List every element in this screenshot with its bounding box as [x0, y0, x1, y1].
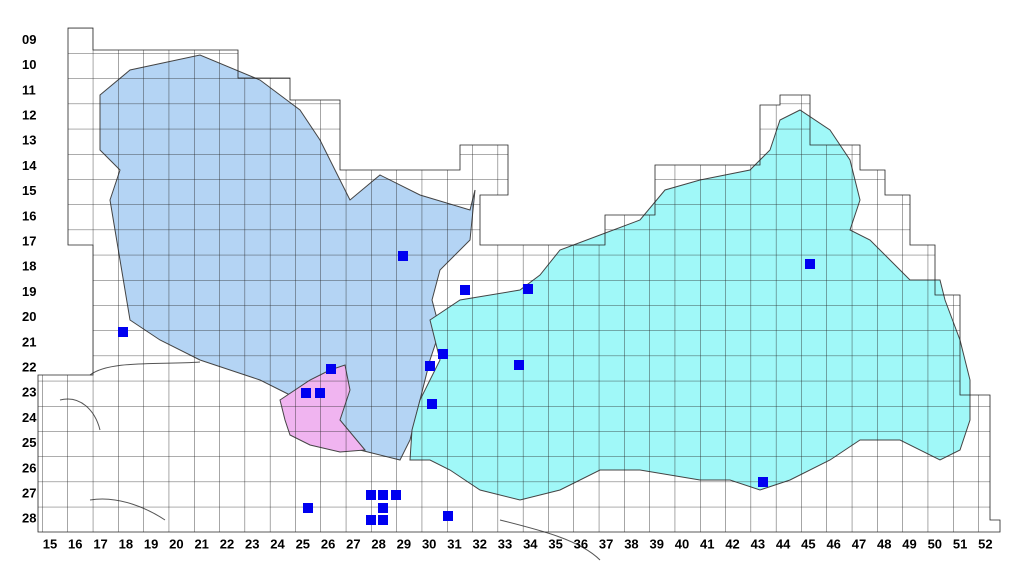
column-label: 38	[624, 536, 638, 551]
occurrence-square	[443, 511, 453, 521]
occurrence-square	[391, 490, 401, 500]
occurrence-square	[366, 490, 376, 500]
column-label: 21	[194, 536, 208, 551]
row-label: 26	[22, 460, 36, 475]
column-label: 19	[144, 536, 158, 551]
column-label: 32	[473, 536, 487, 551]
row-label: 09	[22, 32, 36, 47]
column-label: 36	[574, 536, 588, 551]
occurrence-square	[758, 477, 768, 487]
row-label: 25	[22, 435, 36, 450]
column-label: 46	[826, 536, 840, 551]
column-label: 23	[245, 536, 259, 551]
column-label: 44	[776, 536, 791, 551]
row-label: 18	[22, 259, 36, 274]
column-label: 26	[321, 536, 335, 551]
column-label: 16	[68, 536, 82, 551]
occurrence-square	[398, 251, 408, 261]
row-label: 22	[22, 360, 36, 375]
occurrence-square	[118, 327, 128, 337]
column-label: 52	[978, 536, 992, 551]
row-label: 20	[22, 309, 36, 324]
occurrence-square	[366, 515, 376, 525]
column-label: 20	[169, 536, 183, 551]
column-label: 47	[852, 536, 866, 551]
column-label: 35	[548, 536, 562, 551]
column-label: 45	[801, 536, 815, 551]
column-label: 18	[119, 536, 133, 551]
column-label: 17	[93, 536, 107, 551]
occurrence-square	[378, 503, 388, 513]
occurrence-square	[378, 515, 388, 525]
occurrence-square	[523, 284, 533, 294]
grid	[37, 27, 1001, 533]
column-label: 39	[649, 536, 663, 551]
row-label: 24	[22, 410, 37, 425]
occurrence-square	[438, 349, 448, 359]
row-label: 17	[22, 234, 36, 249]
occurrence-square	[460, 285, 470, 295]
occurrence-square	[303, 503, 313, 513]
row-label: 27	[22, 486, 36, 501]
row-label: 16	[22, 208, 36, 223]
row-label: 15	[22, 183, 36, 198]
column-label: 24	[270, 536, 285, 551]
row-label: 10	[22, 57, 36, 72]
column-label: 30	[422, 536, 436, 551]
row-label: 12	[22, 108, 36, 123]
column-label: 29	[397, 536, 411, 551]
column-label: 40	[675, 536, 689, 551]
row-label: 14	[22, 158, 37, 173]
occurrence-points	[118, 251, 815, 525]
column-label: 31	[447, 536, 461, 551]
column-label: 28	[371, 536, 385, 551]
column-label: 43	[751, 536, 765, 551]
column-label: 27	[346, 536, 360, 551]
column-label: 49	[902, 536, 916, 551]
row-label: 21	[22, 334, 36, 349]
column-label: 41	[700, 536, 714, 551]
column-label: 33	[498, 536, 512, 551]
occurrence-square	[805, 259, 815, 269]
occurrence-square	[301, 388, 311, 398]
row-label: 23	[22, 385, 36, 400]
occurrence-square	[315, 388, 325, 398]
row-label: 19	[22, 284, 36, 299]
row-label: 13	[22, 133, 36, 148]
column-label: 42	[725, 536, 739, 551]
occurrence-square	[427, 399, 437, 409]
row-label: 11	[22, 82, 36, 97]
row-label: 28	[22, 511, 36, 526]
occurrence-square	[425, 361, 435, 371]
column-label: 50	[928, 536, 942, 551]
column-label: 48	[877, 536, 891, 551]
column-label: 25	[296, 536, 310, 551]
column-label: 34	[523, 536, 538, 551]
occurrence-square	[378, 490, 388, 500]
column-label: 22	[220, 536, 234, 551]
column-label: 51	[953, 536, 967, 551]
column-label: 15	[43, 536, 57, 551]
occurrence-square	[514, 360, 524, 370]
occurrence-square	[326, 364, 336, 374]
grid-labels: 09 10 11 12 13 14 15 16 17 18 19 20 21 22 23 24 25 26 27 28…	[22, 32, 993, 552]
column-label: 37	[599, 536, 613, 551]
